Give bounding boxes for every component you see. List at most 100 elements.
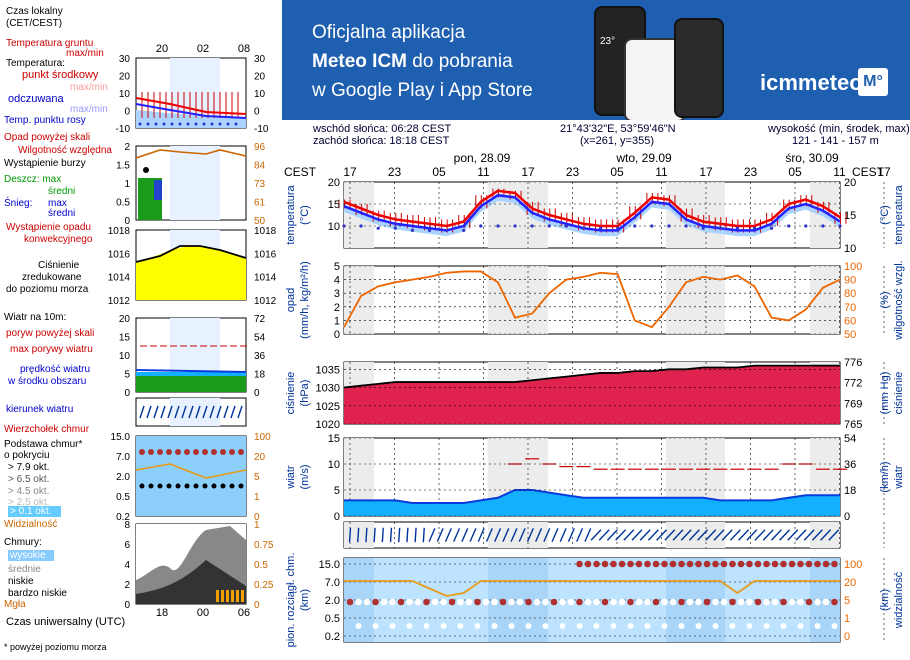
- cloud-base-dot: [414, 598, 422, 606]
- wind-dir-arrow: [502, 528, 510, 542]
- temp-tick2: 20: [844, 177, 856, 189]
- legend-temp-line: [135, 97, 247, 115]
- wind-dir-arrow: [389, 527, 393, 543]
- felt-temp-line: [343, 193, 841, 232]
- cloud-base-dot: [406, 598, 413, 606]
- legend-hum-tick: 84: [254, 161, 266, 172]
- axis-pres-left: ciśnienie: [285, 372, 297, 415]
- cloud-base-dot-low: [423, 623, 430, 629]
- cloud-tick: 7.0: [325, 577, 340, 589]
- legend-temp-tick-r: 0: [254, 107, 260, 118]
- legend-pres-tick: 1012: [108, 296, 131, 307]
- legend-vis-line: [135, 463, 247, 479]
- legend-dew-dot: [146, 122, 150, 126]
- axis-precip-left-unit: (mm/h, kg/m²/h): [299, 261, 311, 339]
- wind-dir-arrow: [803, 529, 815, 541]
- cloud-base-dot: [355, 598, 362, 606]
- wind-dir-arrow: [754, 529, 766, 541]
- legend-temp-tick: -10: [116, 124, 131, 135]
- legend-cloud-base-dot: [175, 483, 181, 489]
- cloud-base-dot: [771, 598, 779, 606]
- temp-tick: 10: [328, 221, 340, 233]
- dew-point: [342, 224, 346, 228]
- day-label: wto, 29.09: [615, 151, 672, 165]
- legend-hour: 02: [197, 43, 209, 55]
- cloud-top-dot: [822, 560, 830, 568]
- cloud-top-dot: [635, 560, 643, 568]
- cloud-top-dot: [610, 560, 617, 568]
- temp-tick: 15: [328, 199, 340, 211]
- cloud-base-dot: [372, 598, 379, 606]
- legend-clouds-frac-tick: 0.25: [254, 580, 274, 591]
- axis-pres-left-unit: (hPa): [299, 380, 311, 407]
- cloud-base-dot-low: [559, 623, 566, 629]
- wind-dir-arrow: [672, 529, 684, 541]
- wind-dir-arrow: [680, 529, 692, 541]
- wind-dir-arrow: [713, 529, 725, 541]
- axis-wind-right-unit: (km/h): [879, 461, 891, 492]
- cloud-base-dot-low: [763, 623, 770, 629]
- legend-clouds-tick: 4: [124, 560, 130, 571]
- cloud-top-dot: [712, 560, 719, 568]
- cloud-base-dot-low: [593, 623, 600, 629]
- phone-image-3: [674, 18, 724, 118]
- dew-point: [633, 224, 637, 228]
- cloud-base-dot: [610, 598, 617, 606]
- legend-dew-dot: [138, 122, 142, 126]
- cloud-base-dot: [678, 598, 685, 606]
- cloud-top-dot: [695, 560, 702, 568]
- dew-point: [547, 224, 551, 228]
- cloud-top-dot: [771, 560, 779, 568]
- banner-app-name: Meteo ICM: [312, 51, 407, 72]
- axis-precip-left: opad: [285, 288, 297, 312]
- hour-label: 23: [744, 165, 758, 179]
- wind-dir-arrow: [606, 529, 618, 541]
- axis-temp-left-unit: (°C): [299, 205, 311, 225]
- cloud-top-dot: [686, 560, 694, 568]
- cloud-base-dot: [669, 598, 677, 606]
- temp-tick2: 10: [844, 243, 856, 255]
- wind-dir-arrow: [444, 528, 452, 542]
- wind-dir-arrow: [348, 527, 352, 543]
- legend-fog-bar: [241, 590, 244, 602]
- vis-tick: 0: [844, 631, 850, 643]
- legend-dew-dot: [194, 122, 198, 126]
- legend-vis-tick: 20: [254, 452, 266, 463]
- cloud-base-dot-low: [627, 623, 634, 629]
- legend-temp-tick-r: 10: [254, 89, 266, 100]
- cloud-top-dot: [618, 560, 626, 568]
- cloud-tick: 15.0: [319, 559, 340, 571]
- cloud-top-dot: [720, 560, 728, 568]
- promo-banner[interactable]: Oficjalna aplikacja Meteo ICM do pobrani…: [282, 0, 910, 120]
- hour-label: 05: [788, 165, 802, 179]
- wind-dir-arrow: [469, 528, 477, 542]
- dew-point: [496, 224, 500, 228]
- dew-point: [479, 224, 483, 228]
- legend-cloud-top-dot: [175, 449, 181, 455]
- precip-tick: 2: [334, 302, 340, 314]
- legend-pres-tick-r: 1014: [254, 273, 277, 284]
- cloud-base-dot-low: [780, 623, 787, 629]
- pressure-line: [343, 364, 840, 389]
- cloud-base-dot-low: [610, 623, 617, 629]
- wind-dir-arrow: [373, 527, 376, 543]
- cloud-base-dot: [788, 598, 796, 606]
- legend-vis-tick: 100: [254, 432, 271, 443]
- cloud-tick: 0.2: [325, 631, 340, 643]
- wind-dir-arrow: [485, 528, 493, 542]
- legend-rain: Deszcz: max: [4, 174, 62, 185]
- legend-vis-tick: 5: [254, 472, 260, 483]
- legend-fog-bar: [216, 590, 219, 602]
- legend-wind-dir-arrow: [181, 405, 187, 419]
- cloud-base-dot: [397, 598, 405, 606]
- wind-dir-arrow: [590, 529, 602, 541]
- hour-label: 23: [388, 165, 402, 179]
- pres-tick: 1035: [316, 364, 340, 376]
- cloud-tick: 0.5: [325, 613, 340, 625]
- cloud-base-dot-low: [831, 623, 838, 629]
- legend-precip-tick: 2: [124, 142, 130, 153]
- axis-cloud-left: pion. rozciągł. chm.: [285, 553, 297, 648]
- dew-point: [752, 226, 757, 230]
- cloud-base-dot: [516, 598, 524, 606]
- axis-pres-right-unit: (mm Hg): [879, 372, 891, 415]
